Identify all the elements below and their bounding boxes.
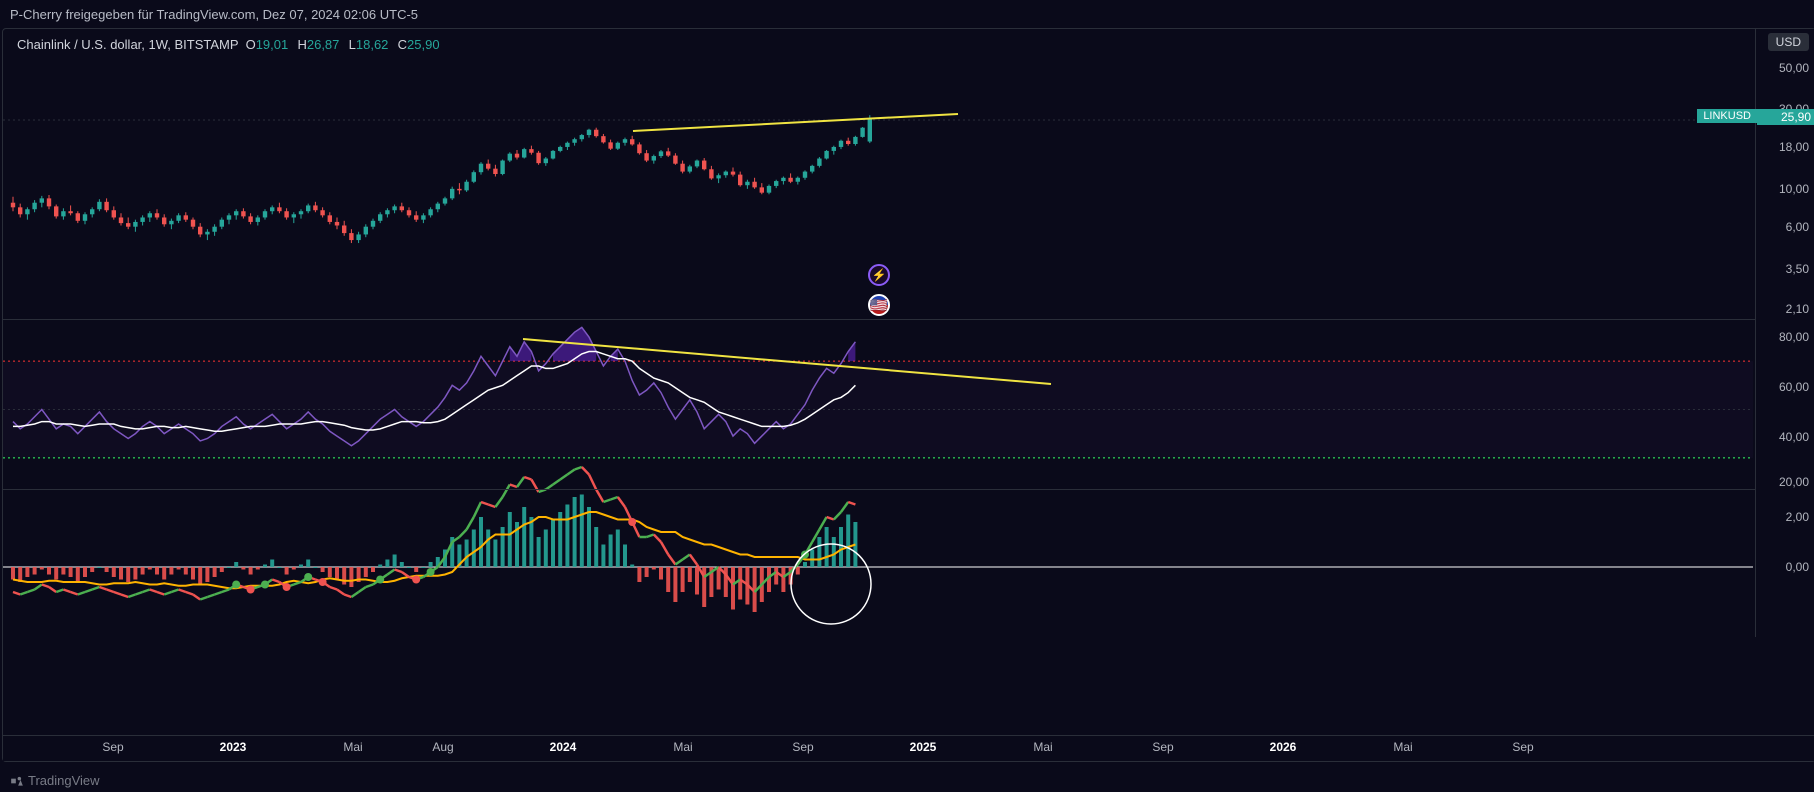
x-tick: Mai bbox=[343, 740, 362, 754]
flag-icon[interactable]: 🇺🇸 bbox=[868, 294, 890, 316]
y-tick: 20,00 bbox=[1759, 475, 1809, 489]
x-tick: 2023 bbox=[220, 740, 247, 754]
header-text: P-Cherry freigegeben für TradingView.com… bbox=[10, 7, 418, 22]
y-tick: 40,00 bbox=[1759, 430, 1809, 444]
x-axis[interactable]: Sep 2023 Mai Aug 2024 Mai Sep 2025 Mai Sep 2026 Mai… bbox=[3, 735, 1814, 761]
y-tick: 6,00 bbox=[1759, 220, 1809, 234]
y-axis-rsi[interactable]: 80,00 60,00 40,00 20,00 bbox=[1755, 319, 1814, 489]
x-tick: Sep bbox=[102, 740, 123, 754]
y-tick: 10,00 bbox=[1759, 182, 1809, 196]
y-tick: 50,00 bbox=[1759, 61, 1809, 75]
y-tick: 2,10 bbox=[1759, 302, 1809, 316]
tradingview-logo-icon bbox=[10, 774, 24, 788]
y-tick: 80,00 bbox=[1759, 330, 1809, 344]
y-tick: 0,00 bbox=[1759, 560, 1809, 574]
y-tick: 2,00 bbox=[1759, 510, 1809, 524]
pane-separator[interactable] bbox=[3, 319, 1755, 320]
x-tick: Sep bbox=[1152, 740, 1173, 754]
x-tick: Mai bbox=[673, 740, 692, 754]
y-axis-macd[interactable]: 2,00 0,00 bbox=[1755, 489, 1814, 637]
footer-attribution: TradingView bbox=[10, 773, 100, 788]
x-tick: Sep bbox=[792, 740, 813, 754]
y-tick: 18,00 bbox=[1759, 140, 1809, 154]
x-tick: 2026 bbox=[1270, 740, 1297, 754]
x-tick: Sep bbox=[1512, 740, 1533, 754]
y-tick: 60,00 bbox=[1759, 380, 1809, 394]
header-bar: P-Cherry freigegeben für TradingView.com… bbox=[0, 0, 1814, 28]
x-tick: Aug bbox=[432, 740, 453, 754]
ohlc-bar: Chainlink / U.S. dollar, 1W, BITSTAMP O1… bbox=[17, 37, 442, 52]
chart-svg bbox=[3, 29, 1753, 637]
pane-separator[interactable] bbox=[3, 489, 1755, 490]
chart-container[interactable]: Chainlink / U.S. dollar, 1W, BITSTAMP O1… bbox=[2, 28, 1814, 762]
symbol-tag: LINKUSD bbox=[1697, 109, 1757, 123]
x-tick: 2024 bbox=[550, 740, 577, 754]
symbol-label: Chainlink / U.S. dollar, 1W, BITSTAMP bbox=[17, 37, 238, 52]
last-price-tag: 25,90 bbox=[1757, 109, 1814, 125]
currency-button[interactable]: USD bbox=[1768, 33, 1809, 51]
footer-label: TradingView bbox=[28, 773, 100, 788]
x-tick: 2025 bbox=[910, 740, 937, 754]
y-tick: 3,50 bbox=[1759, 262, 1809, 276]
x-tick: Mai bbox=[1393, 740, 1412, 754]
y-axis-main[interactable]: 50,0030,0018,0010,006,003,502,1025,90LIN… bbox=[1755, 29, 1814, 319]
lightning-icon[interactable]: ⚡ bbox=[868, 264, 890, 286]
x-tick: Mai bbox=[1033, 740, 1052, 754]
